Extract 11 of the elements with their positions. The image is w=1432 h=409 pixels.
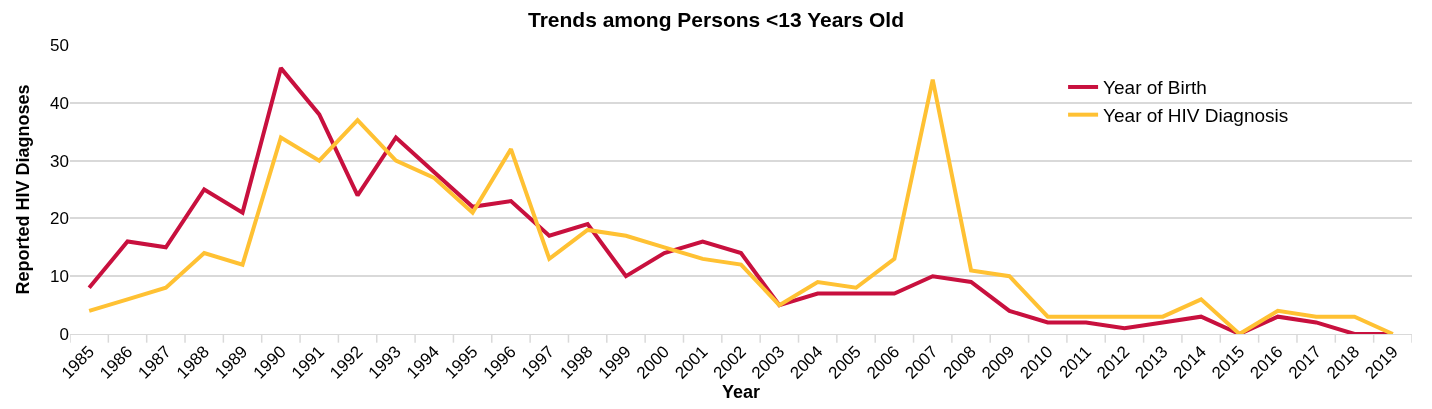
x-axis-title: Year: [721, 382, 761, 403]
y-tick-label: 40: [50, 93, 69, 113]
y-tick-label: 10: [50, 267, 69, 287]
y-tick-label: 30: [50, 151, 69, 171]
y-tick-label: 50: [50, 35, 69, 55]
legend-label: Year of Birth: [1103, 77, 1207, 99]
y-tick-label: 20: [50, 209, 69, 229]
y-axis-title: Reported HIV Diagnoses: [13, 84, 34, 295]
chart-title: Trends among Persons <13 Years Old: [527, 7, 905, 31]
legend-label: Year of HIV Diagnosis: [1103, 105, 1289, 127]
y-tick-label: 0: [59, 324, 69, 344]
